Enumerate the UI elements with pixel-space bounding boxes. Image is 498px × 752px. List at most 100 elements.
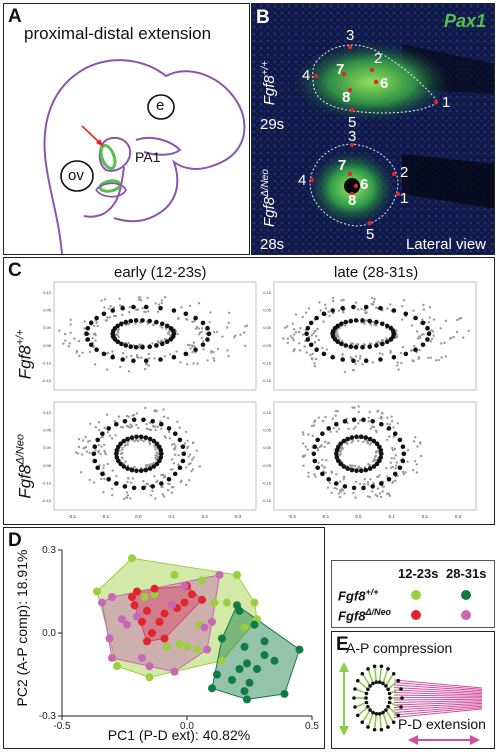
pd-vector [393, 708, 483, 718]
mean-landmark-point [85, 337, 91, 342]
landmark-point [122, 351, 125, 355]
landmark-point [102, 467, 105, 470]
mean-landmark-point [158, 357, 163, 362]
landmark-point [434, 359, 438, 362]
ap-vector [362, 709, 371, 722]
ap-vector [358, 681, 369, 690]
landmark-point [144, 464, 148, 467]
landmark-point [177, 454, 180, 457]
x-tick-label: -0.5 [53, 721, 71, 732]
mean-landmark-point [314, 347, 319, 352]
landmark-point [169, 353, 172, 356]
landmark-point [331, 417, 334, 420]
mean-landmark-point [353, 345, 359, 350]
mean-landmark-point [158, 305, 163, 311]
legend-header-late: 28-31s [446, 566, 487, 581]
landmark-point [354, 480, 358, 484]
panel-b-letter: B [256, 7, 270, 28]
mean-landmark-point [367, 466, 373, 471]
mean-landmark-point [92, 458, 98, 464]
landmark-point [228, 311, 231, 314]
landmark-point [395, 329, 398, 332]
data-point [180, 598, 189, 607]
mean-landmark-point [143, 358, 149, 363]
mean-landmark-point [166, 426, 172, 431]
landmark-point [353, 406, 356, 409]
landmark-point [243, 331, 246, 334]
mean-landmark-point [100, 471, 105, 477]
data-point [260, 637, 269, 646]
mean-landmark-point [143, 467, 149, 473]
landmark-point [103, 443, 106, 446]
landmark-point [416, 337, 420, 340]
mean-landmark-point [134, 434, 139, 440]
landmark-point [105, 413, 109, 416]
landmark-point [126, 494, 130, 497]
data-point [108, 653, 116, 662]
landmark-point [396, 422, 399, 425]
landmark-point [170, 491, 174, 494]
data-point [198, 576, 206, 585]
y-tick-label: -0.15 [262, 498, 272, 503]
mean-landmark-point [101, 311, 107, 317]
landmark-point [151, 342, 154, 345]
mean-landmark-point [374, 461, 380, 467]
landmark-point [173, 453, 177, 456]
landmark-point [386, 416, 389, 419]
mean-landmark-point [85, 325, 91, 331]
landmark-dot [366, 667, 370, 671]
data-point [130, 601, 139, 610]
mean-landmark-point [128, 344, 134, 349]
landmark-label: 4 [298, 172, 307, 189]
landmark-point [89, 422, 92, 425]
landmark-point [191, 351, 194, 354]
landmark-point [362, 440, 365, 443]
landmark-point [372, 460, 375, 463]
mean-landmark-point [147, 344, 152, 349]
pa1-outline [98, 136, 132, 172]
landmark-point [106, 462, 109, 466]
landmark-dot [366, 725, 370, 729]
mean-landmark-point [308, 320, 314, 326]
landmark-point [313, 365, 316, 368]
landmark-point [378, 352, 381, 355]
landmark-point [414, 436, 417, 439]
landmark-point [385, 337, 388, 340]
landmark-point [77, 445, 81, 449]
landmark-point [198, 465, 201, 468]
landmark-point [374, 493, 377, 496]
x-axis-label: PC1 (P-D ext): 40.82% [107, 727, 251, 743]
data-point [133, 587, 141, 596]
landmark-point [196, 362, 199, 365]
landmark-point [380, 339, 383, 342]
landmark-point [343, 370, 347, 374]
landmark-point [347, 427, 350, 430]
landmark-dot [377, 712, 382, 716]
landmark-point [374, 451, 378, 454]
landmark-point [163, 495, 166, 498]
landmark-point [154, 448, 157, 451]
landmark-point [227, 321, 230, 324]
mean-landmark-point [114, 451, 119, 457]
mean-landmark-point [171, 354, 177, 360]
landmark-point [396, 474, 399, 478]
landmark-point [69, 318, 72, 321]
landmark-point [286, 341, 289, 344]
landmark-point [73, 337, 76, 340]
landmark-point [126, 464, 130, 467]
landmark-point [126, 443, 129, 446]
landmark-point [94, 449, 97, 452]
landmark-point [303, 345, 306, 348]
data-point [260, 651, 269, 660]
landmark-point [184, 483, 188, 487]
y-tick-label: -0.05 [42, 343, 52, 348]
landmark-point [167, 331, 171, 334]
landmark-point [356, 359, 360, 363]
y-tick-label: -0.15 [262, 378, 272, 383]
ap-vector [362, 674, 371, 687]
mean-landmark-point [326, 477, 332, 482]
landmark-point [282, 337, 285, 340]
data-point [243, 659, 251, 668]
data-point [233, 570, 241, 579]
mean-landmark-point [384, 323, 390, 329]
